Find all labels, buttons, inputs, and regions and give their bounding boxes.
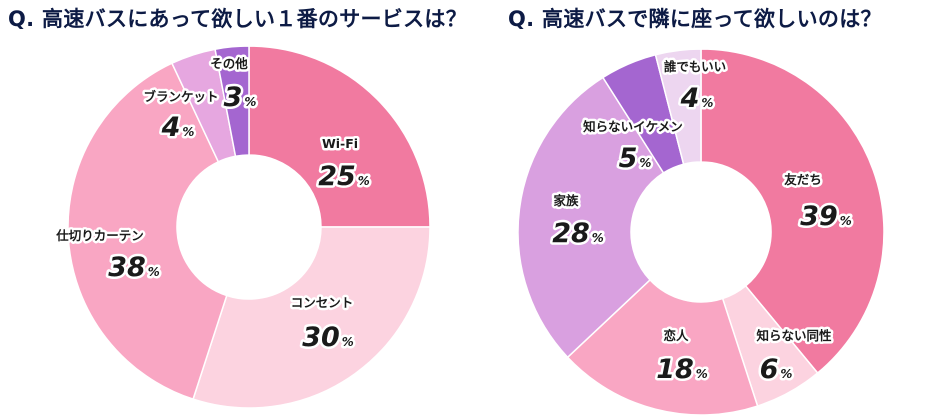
slice-value-unit: % — [342, 335, 354, 349]
slice-value-number: 25 — [318, 161, 356, 192]
slice-value-unit: % — [696, 367, 708, 381]
slice-value-number: 3 — [224, 82, 243, 113]
slice-category-label: 知らないイケメン — [582, 119, 683, 134]
slice-1-1-wi-fi — [248, 45, 431, 228]
slice-value-unit: % — [358, 174, 370, 188]
slice-value-unit: % — [639, 156, 651, 170]
slice-value-number: 30 — [302, 322, 340, 353]
slice-category-label: 仕切りカーテン — [55, 228, 144, 243]
slice-value-label: 28% — [552, 218, 604, 249]
chart-title-seatmate: Q. 高速バスで隣に座って欲しいのは？ — [508, 7, 882, 31]
slice-category-label: 知らない同性 — [755, 328, 832, 343]
slice-value-unit: % — [148, 265, 160, 279]
slice-value-unit: % — [244, 95, 256, 109]
slice-value-number: 28 — [552, 218, 590, 249]
slice-value-label: 4% — [161, 112, 195, 143]
slice-category-label: 友だち — [783, 172, 822, 187]
slice-category-label: 恋人 — [663, 328, 689, 343]
slice-value-label: 30% — [302, 322, 354, 353]
slice-1-3-item-3 — [67, 62, 228, 401]
slice-label-group-1-2: コンセント 30% — [288, 293, 356, 356]
slice-2-4-item-4 — [517, 76, 665, 359]
slice-value-number: 5 — [619, 143, 638, 174]
slice-2-1-item-1 — [700, 48, 885, 375]
slice-value-unit: % — [182, 125, 194, 139]
slice-value-number: 4 — [161, 112, 181, 143]
slice-category-label: その他 — [210, 56, 248, 71]
slice-category-label: 家族 — [553, 193, 579, 208]
slice-label-group-2-5: 知らないイケメン 5% — [580, 117, 686, 177]
slice-value-label: 3% — [224, 82, 257, 113]
slice-label-group-1-4: ブランケット 4% — [141, 87, 221, 146]
slice-label-group-2-3: 恋人 18% — [654, 326, 711, 388]
slice-value-label: 25% — [318, 161, 370, 192]
slice-value-label: 39% — [800, 201, 852, 232]
chart-title-service: Q. 高速バスにあって欲しい１番のサービスは？ — [8, 7, 467, 31]
slice-label-group-1-5: その他 3% — [208, 54, 259, 116]
slice-value-number: 6 — [760, 354, 779, 385]
slice-category-label: Wi-Fi — [322, 136, 358, 151]
slice-value-label: 38% — [108, 252, 160, 283]
slice-value-label: 6% — [760, 354, 793, 385]
slice-label-group-1-3: 仕切りカーテン 38% — [53, 226, 163, 286]
slice-1-5-item-5 — [214, 45, 250, 158]
slice-category-label: コンセント — [291, 295, 354, 310]
slice-value-unit: % — [592, 231, 604, 245]
slice-value-number: 18 — [656, 354, 694, 385]
donut-chart-2: 友だち 39 % 知らない同性 6 % 恋人 18 % 家族 28 % 知らないイケメン 5 % 誰でもいい 4… — [517, 48, 885, 416]
slice-1-2-item-2 — [192, 226, 431, 409]
slice-value-number: 38 — [108, 252, 146, 283]
slice-category-label: ブランケット — [143, 89, 218, 104]
slice-value-label: 4% — [680, 83, 714, 114]
slice-value-label: 18% — [656, 354, 708, 385]
slice-value-unit: % — [701, 96, 713, 110]
slice-label-group-2-1: 友だち 39% — [781, 170, 855, 235]
slice-value-unit: % — [780, 367, 792, 381]
slice-label-group-1-1: Wi-Fi 25% — [316, 134, 373, 195]
slice-2-6-item-6 — [654, 48, 702, 166]
slice-value-number: 39 — [800, 201, 838, 232]
slice-value-label: 5% — [619, 143, 652, 174]
slice-label-group-2-4: 家族 28% — [550, 191, 607, 252]
slice-value-number: 4 — [680, 83, 700, 114]
slice-category-label: 誰でもいい — [664, 59, 726, 74]
slice-value-unit: % — [840, 214, 852, 228]
slice-label-group-2-6: 誰でもいい 4% — [661, 57, 728, 117]
slice-label-group-2-2: 知らない同性 6% — [753, 326, 835, 388]
donut-chart-1: Wi-Fi 25 % コンセント 30 % 仕切りカーテン 38 % ブランケット 4 % その他 3% — [53, 45, 431, 409]
